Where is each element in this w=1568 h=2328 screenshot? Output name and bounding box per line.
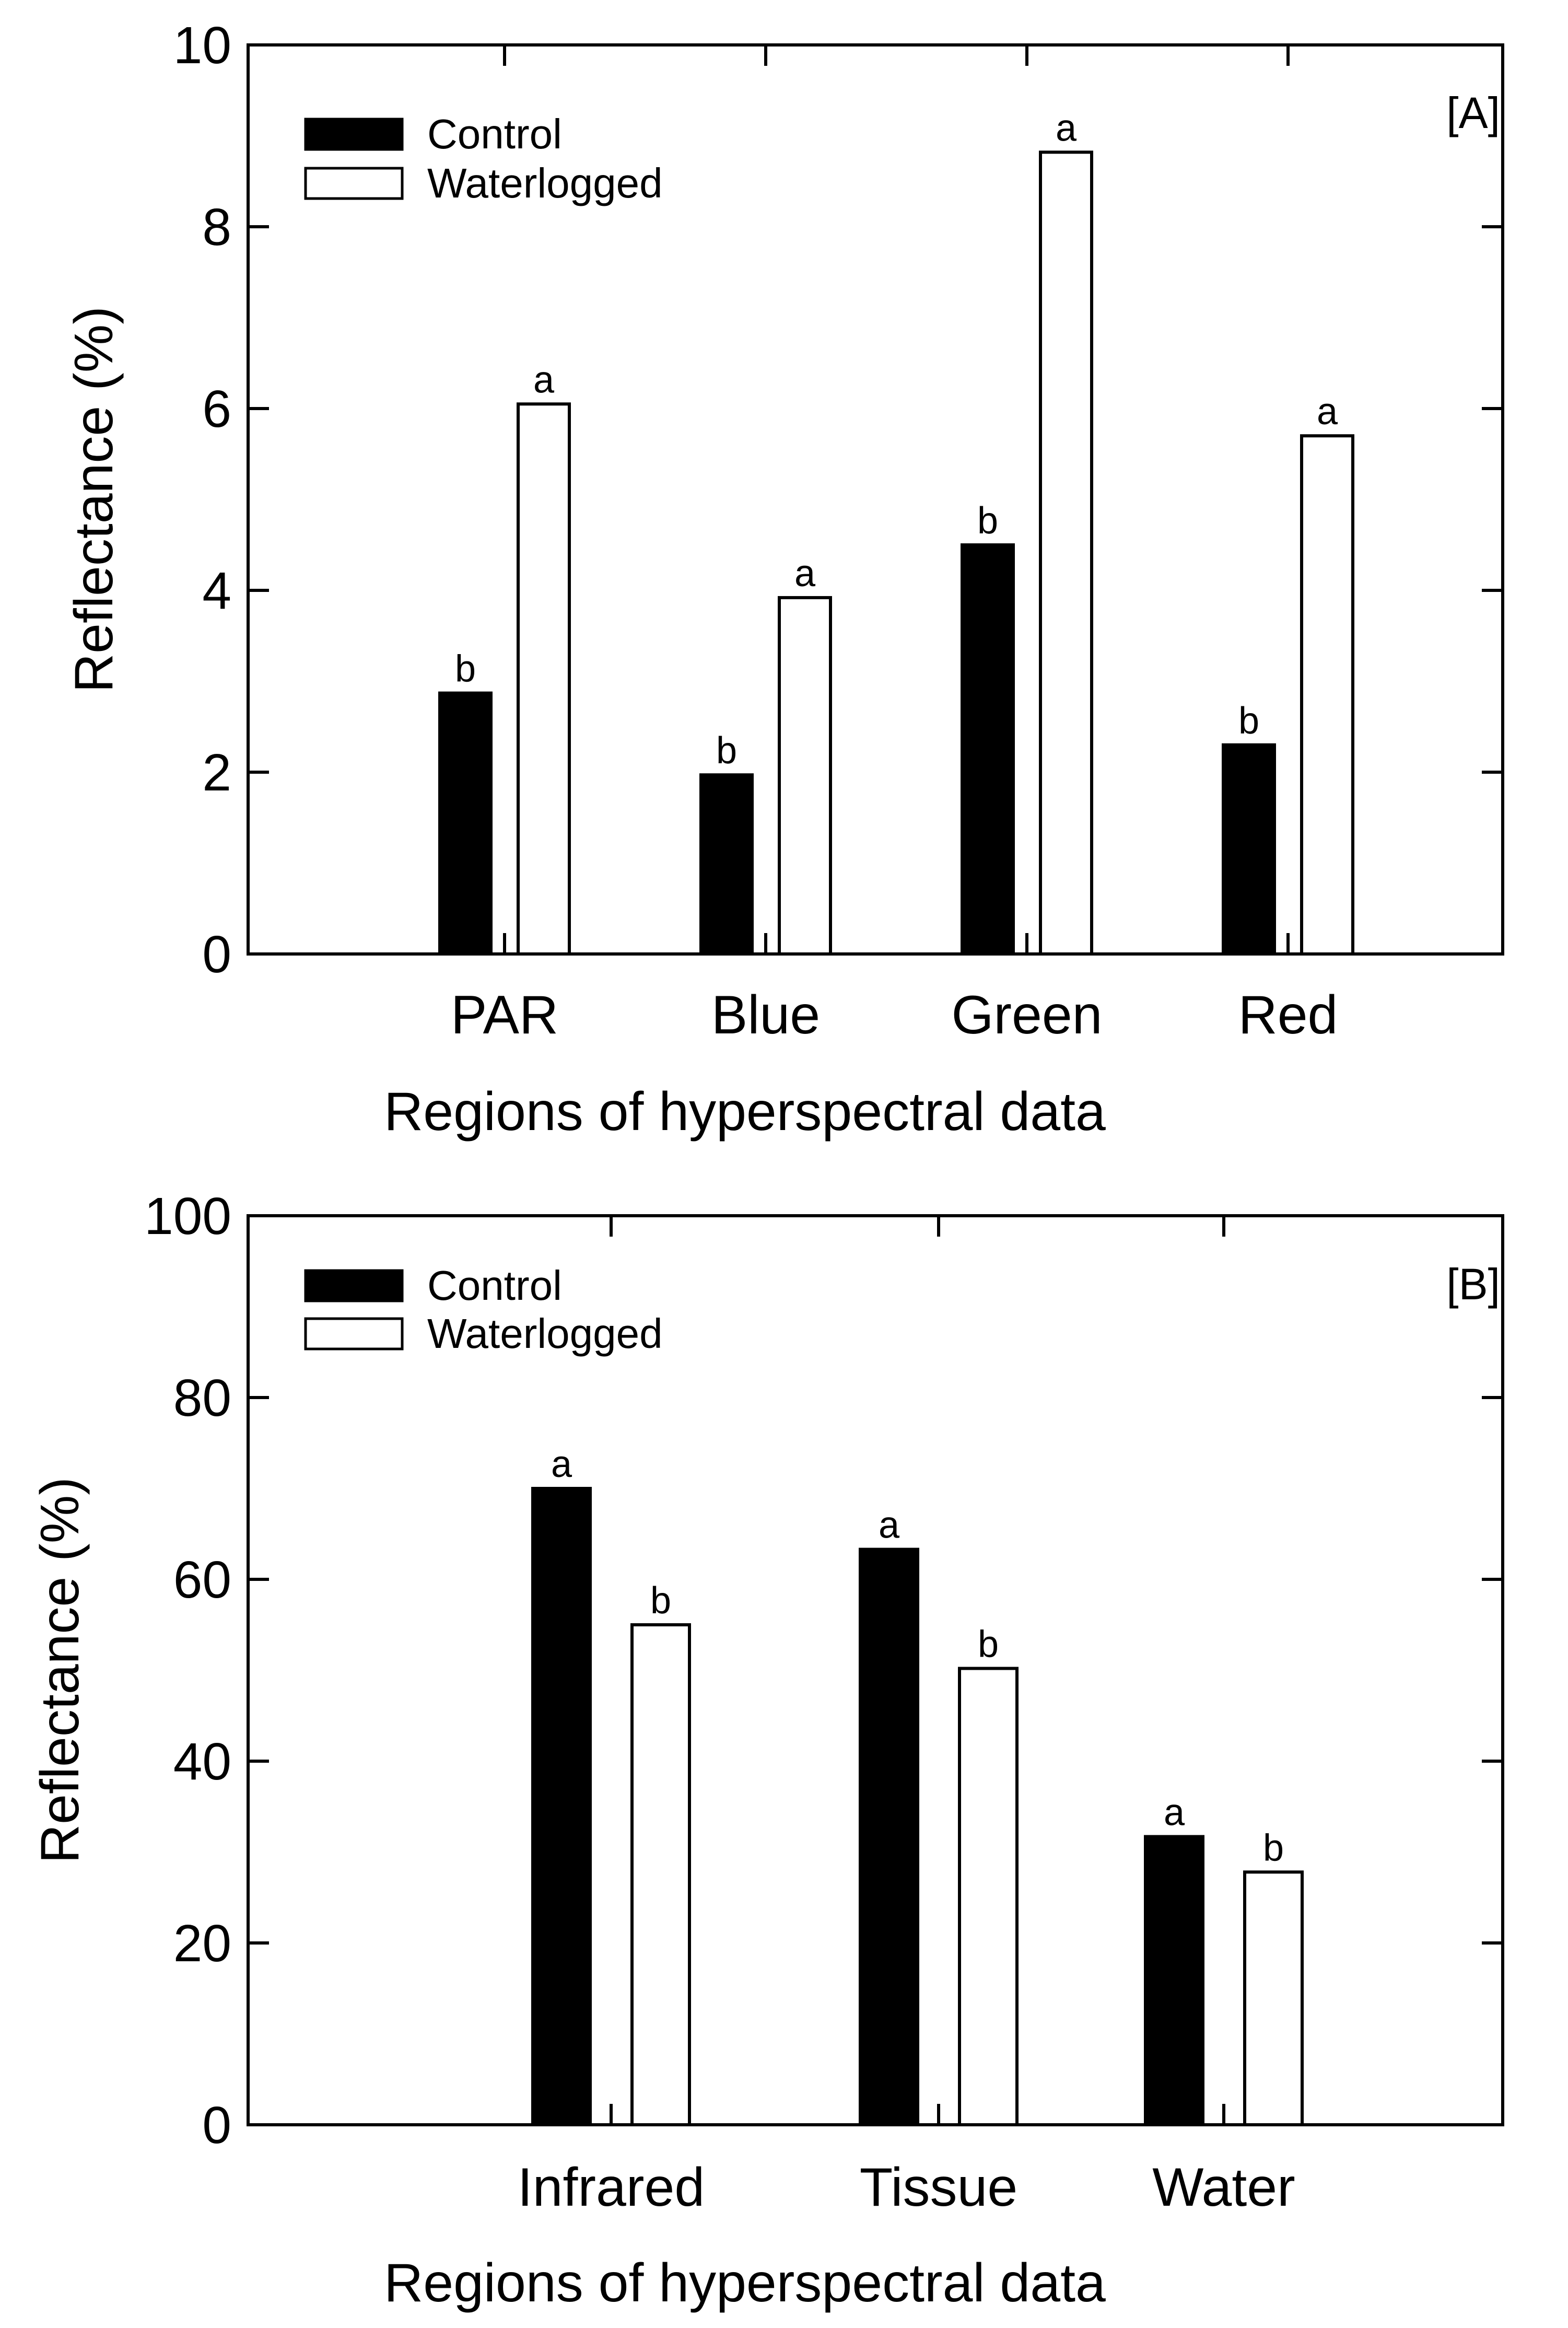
y-tick-label: 0: [202, 925, 231, 984]
x-axis-title-b: Regions of hyperspectral data: [384, 2253, 1106, 2313]
x-tick-label-green: Green: [951, 985, 1102, 1045]
x-tick-label-infrared: Infrared: [518, 2157, 705, 2218]
bar-waterlogged-infrared: [630, 1623, 691, 2126]
sig-letter-control-infrared: a: [551, 1444, 572, 1485]
legend-swatch-control-b: [304, 1269, 404, 1302]
y-tick-label: 40: [173, 1732, 231, 1791]
legend-swatch-waterlogged-a: [304, 167, 404, 200]
y-axis-ticks-b: 0 20 40 60 80 100: [144, 1187, 1503, 2155]
sig-letter-control-tissue: a: [879, 1505, 900, 1546]
plot-frame-a: [247, 43, 1504, 956]
x-tick-label-blue: Blue: [711, 985, 820, 1045]
x-tick-label-tissue: Tissue: [860, 2157, 1017, 2218]
bar-control-tissue: [859, 1547, 919, 2127]
bar-control-red: [1222, 743, 1276, 956]
sig-letter-control-red: b: [1238, 700, 1259, 742]
bar-waterlogged-par: [517, 402, 571, 956]
legend-label-control-a: Control: [427, 111, 562, 157]
y-tick-label: 10: [173, 16, 231, 75]
legend-a: Control Waterlogged: [304, 111, 663, 206]
bars-a: [438, 150, 1354, 956]
y-tick-label: 4: [202, 562, 231, 620]
significance-letters-a: b a b a b a b a: [455, 107, 1338, 772]
legend-label-control-b: Control: [427, 1262, 562, 1309]
x-tick-label-water: Water: [1152, 2157, 1295, 2218]
bar-waterlogged-water: [1243, 1870, 1304, 2127]
bar-control-infrared: [531, 1487, 592, 2126]
y-axis-ticks-a: 0 2 4 6 8 10: [173, 16, 1503, 984]
y-tick-label: 2: [202, 743, 231, 802]
sig-letter-waterlogged-tissue: b: [978, 1624, 999, 1666]
y-tick-label: 20: [173, 1914, 231, 1973]
bars-b: [531, 1487, 1304, 2127]
x-tick-label-red: Red: [1238, 985, 1338, 1045]
sig-letter-control-blue: b: [716, 730, 737, 772]
x-axis-categories-a: PAR Blue Green Red: [451, 45, 1338, 1045]
legend-label-waterlogged-a: Waterlogged: [427, 160, 663, 206]
y-axis-title-a: Reflectance (%): [64, 306, 124, 693]
panel-label-a: [A]: [1446, 88, 1500, 137]
y-tick-label: 80: [173, 1369, 231, 1427]
bar-waterlogged-tissue: [958, 1667, 1019, 2126]
bar-waterlogged-blue: [778, 596, 832, 956]
y-axis-title-b: Reflectance (%): [30, 1477, 90, 1864]
sig-letter-control-water: a: [1164, 1791, 1185, 1833]
y-tick-label: 60: [173, 1551, 231, 1609]
x-axis-title-a: Regions of hyperspectral data: [384, 1081, 1106, 1142]
bar-control-blue: [699, 773, 754, 956]
bar-control-green: [961, 543, 1015, 956]
bar-control-water: [1144, 1835, 1204, 2126]
sig-letter-waterlogged-red: a: [1317, 391, 1338, 433]
legend-b: Control Waterlogged: [304, 1262, 663, 1357]
sig-letter-waterlogged-par: a: [533, 359, 555, 401]
sig-letter-waterlogged-blue: a: [794, 553, 816, 595]
y-tick-label: 0: [202, 2096, 231, 2155]
bar-control-par: [438, 691, 493, 956]
significance-letters-b: a b a b a b: [551, 1444, 1284, 1869]
sig-letter-control-green: b: [977, 500, 998, 542]
bar-waterlogged-red: [1300, 434, 1354, 956]
legend-swatch-control-a: [304, 118, 404, 151]
legend-label-waterlogged-b: Waterlogged: [427, 1310, 663, 1357]
sig-letter-waterlogged-green: a: [1056, 107, 1077, 149]
sig-letter-waterlogged-infrared: b: [650, 1580, 671, 1622]
y-tick-label: 100: [144, 1187, 231, 1246]
bar-waterlogged-green: [1039, 150, 1093, 956]
legend-swatch-waterlogged-b: [304, 1317, 404, 1351]
panel-label-b: [B]: [1446, 1260, 1500, 1309]
sig-letter-waterlogged-water: b: [1263, 1827, 1284, 1869]
x-axis-categories-b: Infrared Tissue Water: [518, 1216, 1295, 2218]
y-tick-label: 6: [202, 380, 231, 438]
sig-letter-control-par: b: [455, 648, 476, 690]
panel-a: 0 2 4 6 8 10 b a b a b a b a PAR Blue Green Red Regions…: [64, 16, 1504, 1142]
y-tick-label: 8: [202, 198, 231, 257]
x-tick-label-par: PAR: [451, 985, 558, 1045]
